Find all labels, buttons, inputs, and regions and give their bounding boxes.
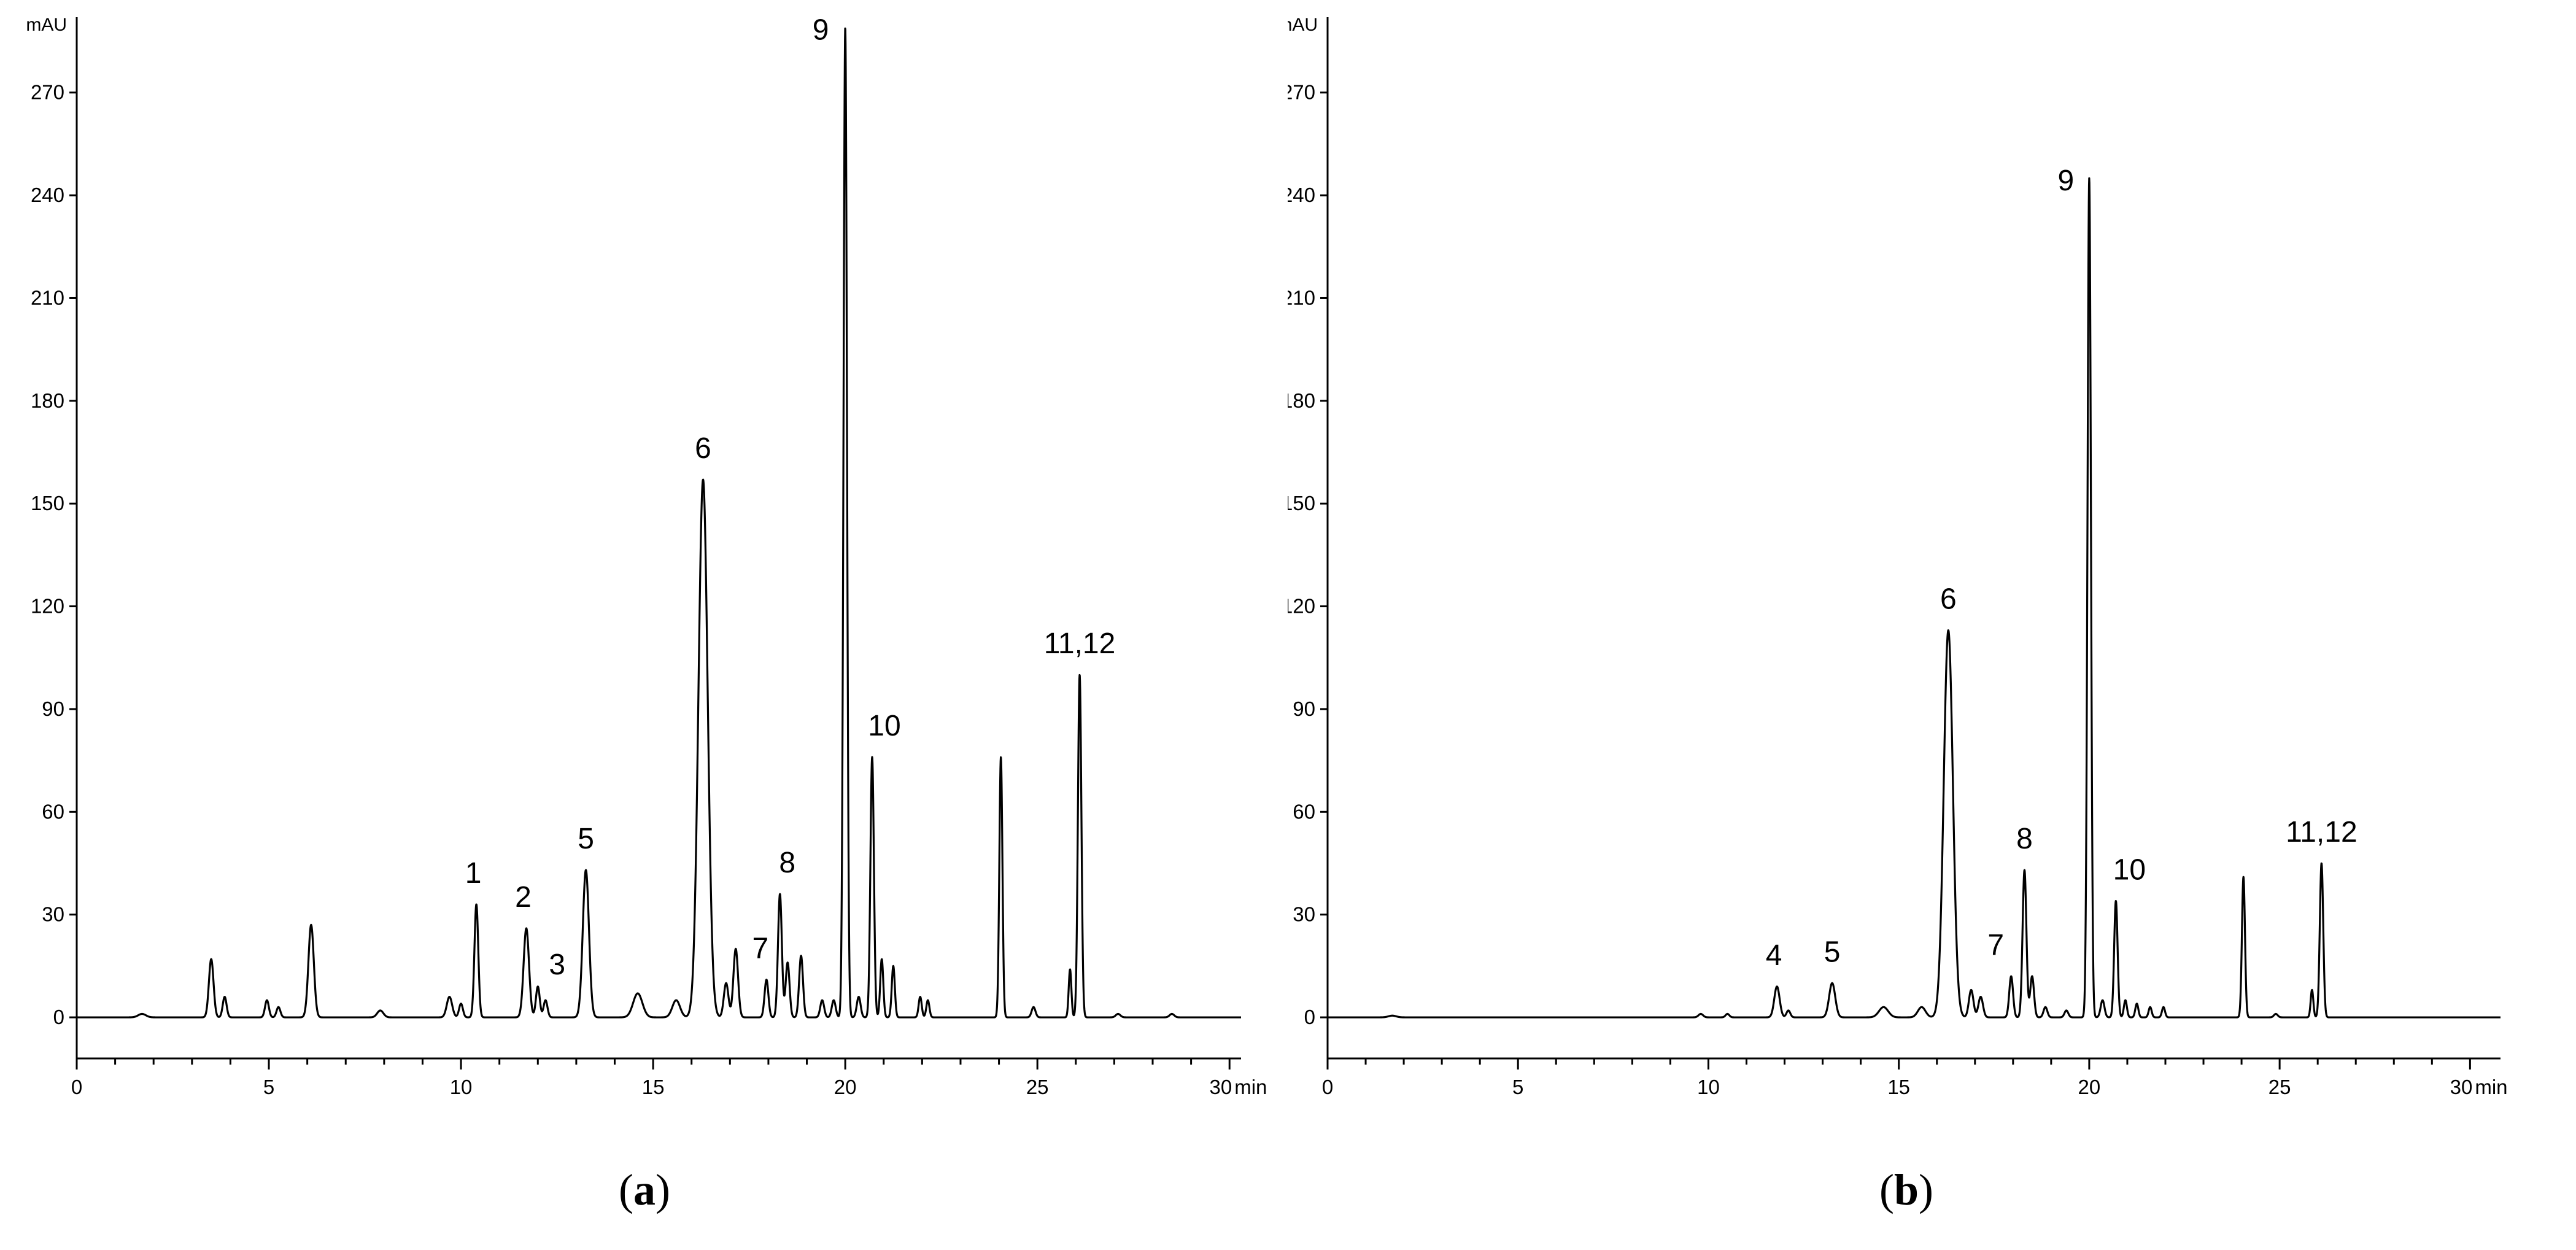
peak-label: 11,12 <box>2286 816 2357 848</box>
chromatogram-trace <box>1326 177 2502 1019</box>
y-tick-label: 60 <box>42 800 64 823</box>
peak-label: 8 <box>779 847 795 879</box>
x-tick-label: 0 <box>71 1076 82 1098</box>
peak-label: 5 <box>578 823 594 855</box>
x-tick-label: 20 <box>834 1076 857 1098</box>
y-tick-label: 60 <box>1293 800 1315 823</box>
x-tick-label: 10 <box>450 1076 473 1098</box>
peak-label: 10 <box>868 710 900 742</box>
x-tick-label: 20 <box>2078 1076 2101 1098</box>
y-tick-label: 30 <box>1293 903 1315 926</box>
y-axis-unit-label: mAU <box>26 15 67 35</box>
peak-label: 3 <box>549 949 565 981</box>
peak-label: 7 <box>1987 929 2004 961</box>
peak-label: 9 <box>813 14 829 47</box>
x-axis-unit-label: min <box>2475 1076 2507 1098</box>
peak-label: 9 <box>2058 165 2075 197</box>
y-tick-label: 90 <box>42 697 64 720</box>
y-tick-label: 270 <box>1288 81 1315 104</box>
y-axis-unit-label: mAU <box>1288 15 1318 35</box>
x-tick-label: 30 <box>2450 1076 2473 1098</box>
peak-label: 6 <box>1940 583 1957 616</box>
peak-label: 2 <box>515 881 532 914</box>
y-tick-label: 90 <box>1293 697 1315 720</box>
y-tick-label: 150 <box>31 492 64 514</box>
peak-label: 10 <box>2113 853 2146 886</box>
x-tick-label: 30 <box>1209 1076 1232 1098</box>
y-tick-label: 0 <box>1304 1006 1315 1028</box>
chromatogram-b-svg: 0 30 60 90 120 150 180 210 240 270 mAU 0 5 10 15 20 25 30… <box>1288 15 2508 1214</box>
x-tick-label: 5 <box>263 1076 274 1098</box>
y-tick-label: 180 <box>31 389 64 412</box>
y-tick-label: 270 <box>31 81 64 104</box>
peak-label: 8 <box>2016 823 2033 855</box>
peak-label: 6 <box>695 432 711 465</box>
peak-label: 11,12 <box>1044 627 1116 660</box>
chromatogram-panel-a: 0 30 60 90 120 150 180 210 240 270 mAU 0 5 10 15 20 25 30… <box>26 14 1267 1214</box>
peak-label: 7 <box>752 933 768 965</box>
y-tick-label: 30 <box>42 903 64 926</box>
x-tick-label: 15 <box>642 1076 665 1098</box>
panel-caption: (b) <box>1879 1165 1933 1214</box>
peak-label: 1 <box>465 857 482 890</box>
y-tick-label: 240 <box>1288 184 1315 206</box>
chromatogram-panel-b: 0 30 60 90 120 150 180 210 240 270 mAU 0 5 10 15 20 25 30… <box>1288 0 2575 1250</box>
x-tick-label: 15 <box>1887 1076 1910 1098</box>
y-tick-label: 0 <box>53 1006 64 1028</box>
x-tick-label: 25 <box>2269 1076 2291 1098</box>
y-tick-label: 150 <box>1288 492 1315 514</box>
y-tick-label: 120 <box>31 595 64 618</box>
y-tick-label: 210 <box>1288 286 1315 309</box>
y-tick-label: 120 <box>1288 595 1315 618</box>
peak-label: 4 <box>1766 939 1782 972</box>
y-tick-label: 210 <box>31 286 64 309</box>
x-axis-unit-label: min <box>1234 1076 1267 1098</box>
x-tick-label: 0 <box>1322 1076 1333 1098</box>
chromatogram-trace <box>75 27 1242 1019</box>
x-tick-label: 5 <box>1512 1076 1523 1098</box>
x-tick-label: 25 <box>1026 1076 1049 1098</box>
y-tick-label: 240 <box>31 184 64 206</box>
y-tick-label: 180 <box>1288 389 1315 412</box>
peak-label: 5 <box>1824 936 1841 968</box>
panel-caption: (a) <box>619 1165 670 1214</box>
x-tick-label: 10 <box>1697 1076 1720 1098</box>
